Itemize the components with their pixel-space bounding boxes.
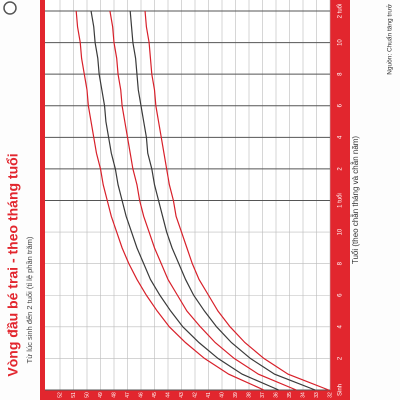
y-tick-label: 44 — [165, 392, 171, 398]
x-tick-label: 4 — [338, 135, 344, 139]
y-tick-label: 47 — [125, 392, 131, 398]
x-tick-label: 4 — [338, 325, 344, 329]
percentile-line — [129, 10, 316, 391]
bottom-strip — [40, 390, 330, 400]
y-tick-label: 40 — [219, 392, 225, 398]
y-tick-label: 33 — [314, 392, 320, 398]
logo — [3, 1, 17, 15]
y-tick-label: 38 — [246, 392, 252, 398]
y-tick-label: 41 — [206, 392, 212, 398]
x-tick-label: 1 tuổi — [337, 193, 344, 208]
x-tick-label: 2 — [338, 167, 344, 171]
x-tick-label: 8 — [338, 261, 344, 265]
right-strip — [330, 0, 350, 400]
y-tick-label: 45 — [152, 392, 158, 398]
x-tick-label: 8 — [338, 72, 344, 76]
chart-title: Vòng đầu bé trai - theo tháng tuổi — [5, 153, 21, 376]
y-tick-label: 48 — [111, 392, 117, 398]
percentile-line — [109, 10, 297, 391]
x-axis-label: Tuổi (theo chẵn tháng và chẵn năm) — [351, 136, 360, 265]
y-tick-label: 36 — [273, 392, 279, 398]
x-tick-label: 10 — [338, 39, 344, 46]
x-tick-label: 6 — [338, 293, 344, 297]
y-tick-label: 37 — [260, 392, 266, 398]
y-tick-label: 39 — [233, 392, 239, 398]
chart-subtitle: Từ lúc sinh đến 2 tuổi (tỉ lệ phần trăm) — [25, 236, 34, 363]
y-tick-label: 35 — [287, 392, 293, 398]
y-tick-label: 32 — [327, 392, 333, 398]
percentile-line — [144, 10, 329, 391]
x-tick-label: 2 tuổi — [337, 4, 344, 19]
x-tick-label: 10 — [338, 228, 344, 235]
source-note: Nguồn: Chuẩn tăng trưở — [385, 3, 394, 75]
percentile-line — [75, 10, 265, 391]
y-tick-label: 50 — [84, 392, 90, 398]
x-tick-label: Sinh — [338, 384, 344, 396]
y-tick-label: 52 — [57, 392, 63, 398]
y-tick-label: 51 — [71, 392, 77, 398]
percentile-line — [90, 10, 279, 391]
y-tick-label: 49 — [98, 392, 104, 398]
y-tick-label: 34 — [300, 392, 306, 398]
y-tick-label: 43 — [179, 392, 185, 398]
x-tick-label: 2 — [338, 356, 344, 360]
x-tick-label: 6 — [338, 103, 344, 107]
plot-area — [40, 0, 330, 390]
y-tick-label: 46 — [138, 392, 144, 398]
y-tick-label: 42 — [192, 392, 198, 398]
left-border — [40, 0, 45, 400]
